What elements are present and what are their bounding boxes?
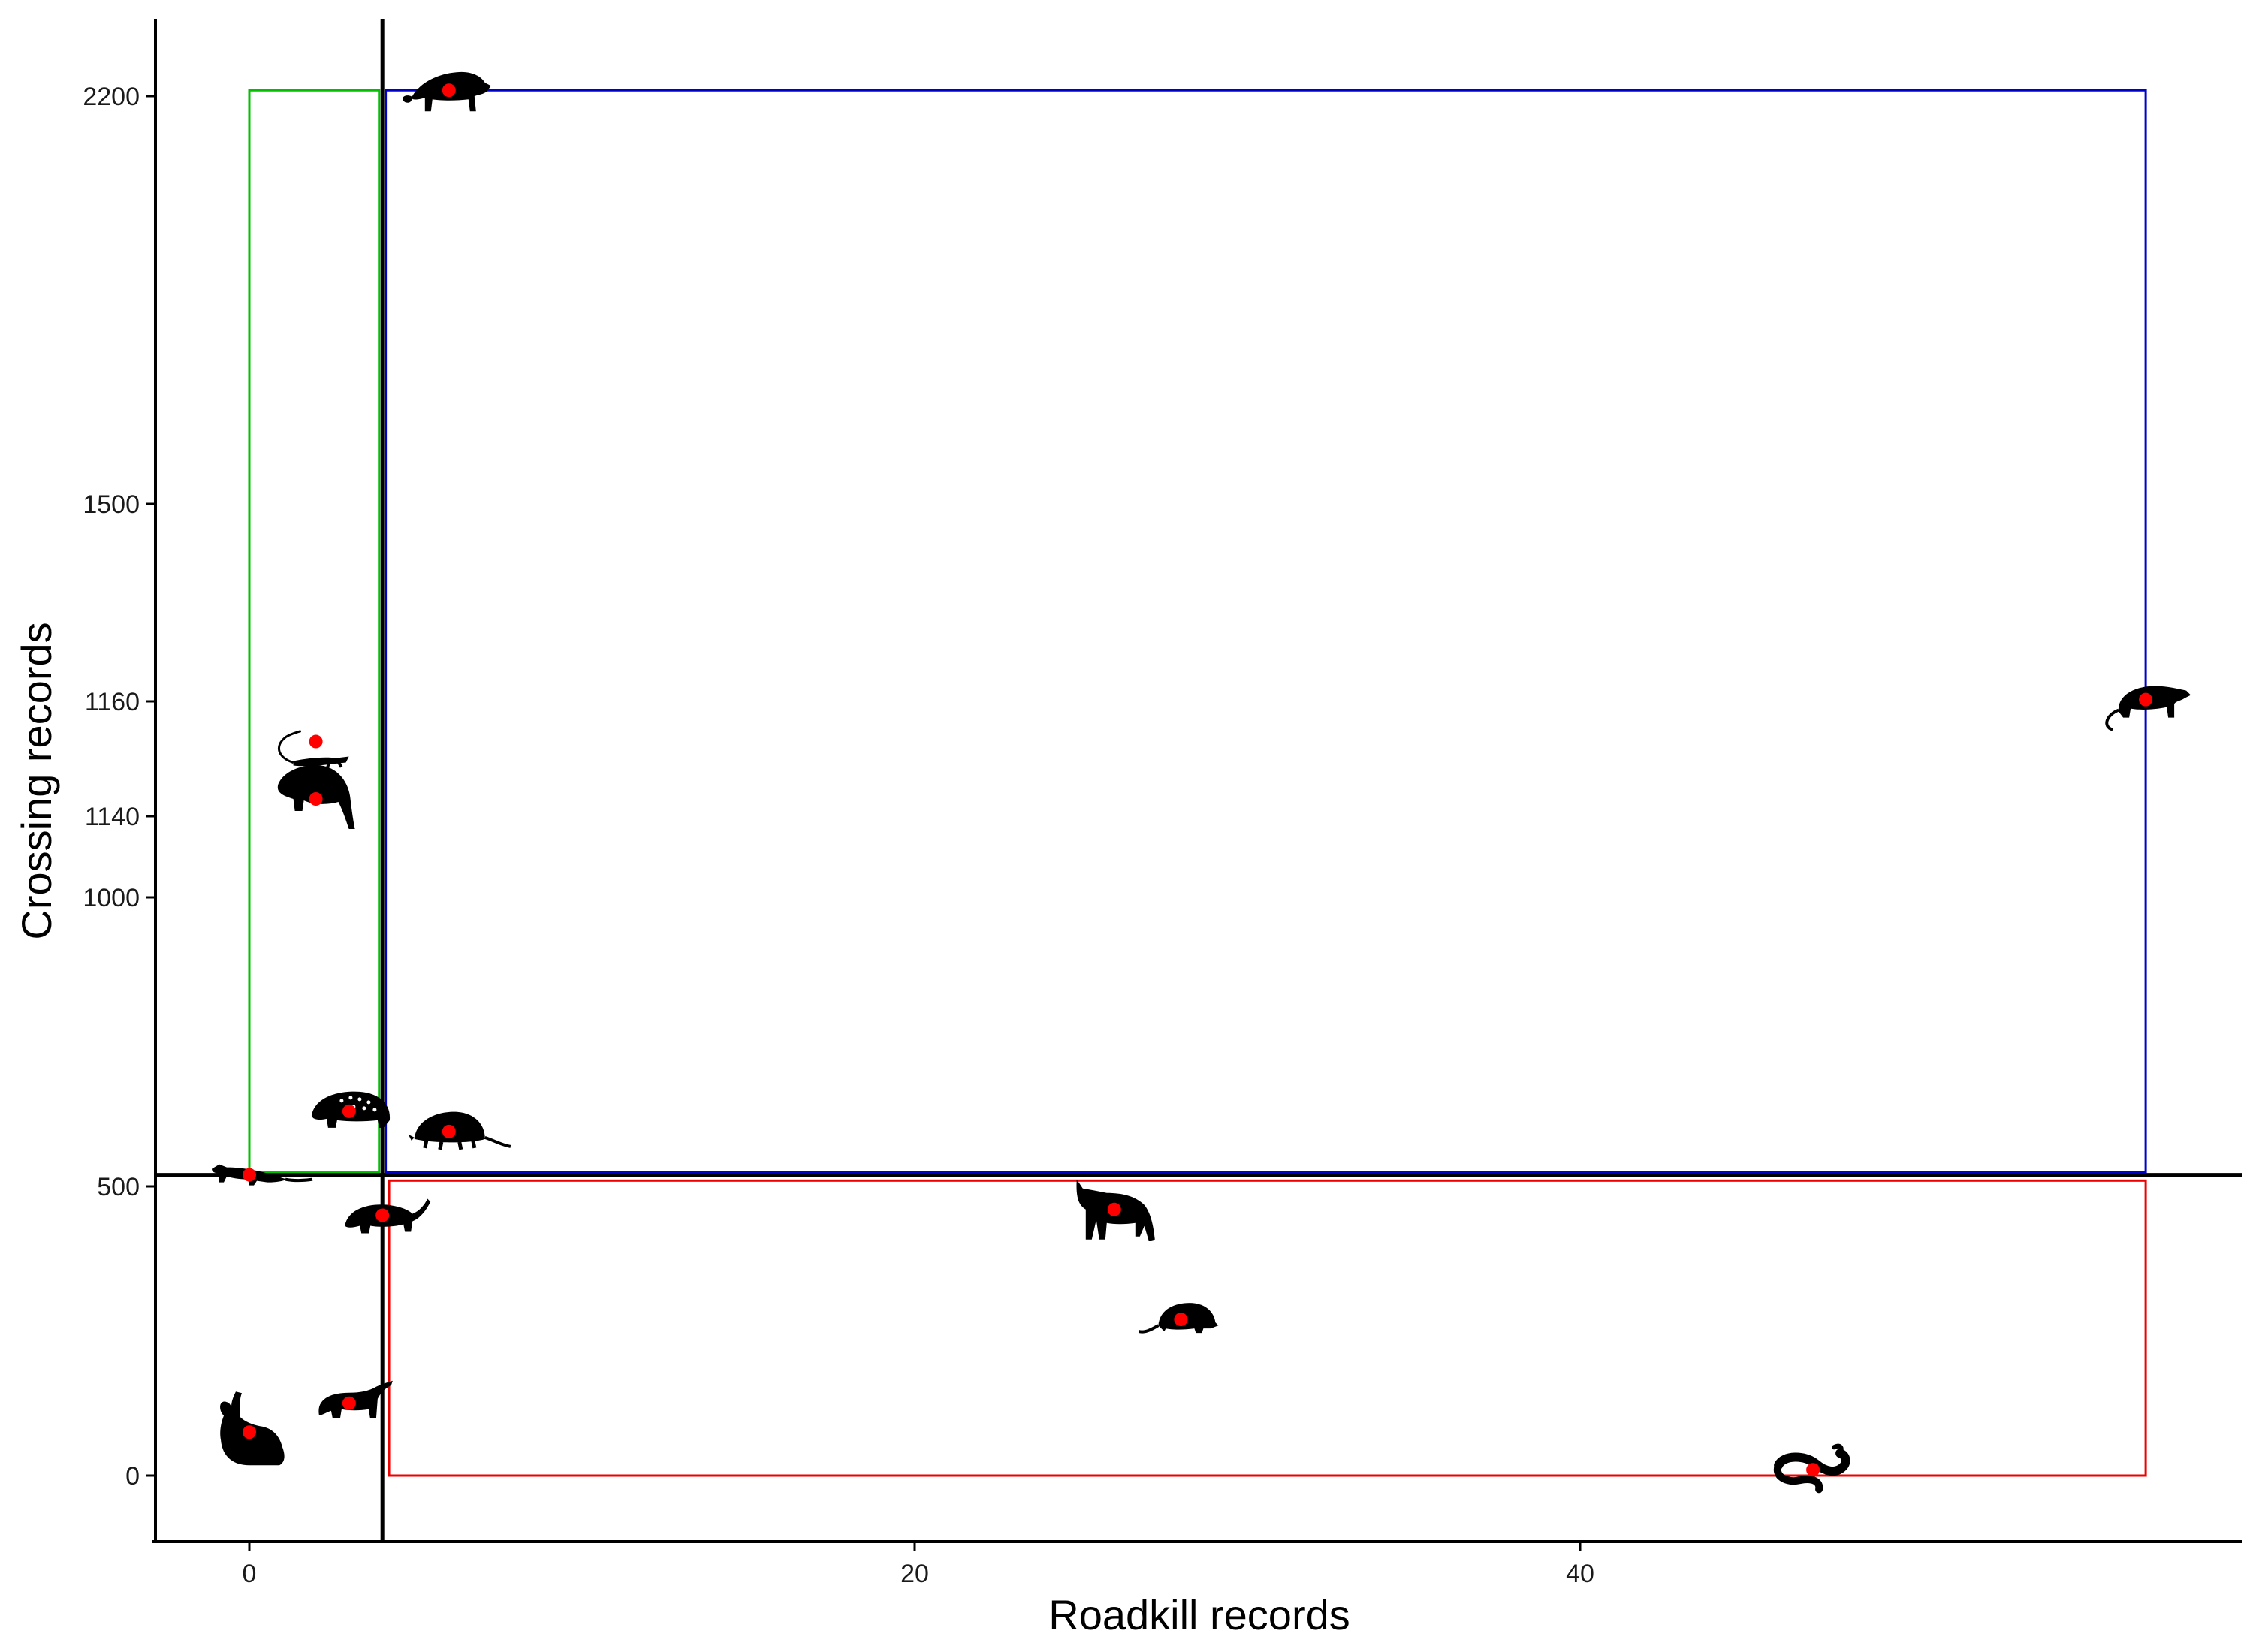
data-point-5 [342,1104,356,1118]
x-tick-label: 40 [1566,1560,1594,1588]
armadillo-silhouette-icon [408,1111,511,1150]
data-point-11 [342,1396,356,1410]
quadrant-box-2 [385,89,2147,1174]
data-point-8 [376,1208,390,1222]
y-tick-label: 1160 [85,688,140,716]
data-point-1 [442,83,456,98]
quadrant-boxes [248,89,2147,1477]
y-tick-label: 1140 [85,803,140,831]
species-icons [212,71,2191,1494]
y-tick-label: 500 [97,1173,140,1201]
axes [152,19,2242,1543]
data-points [243,83,2153,1477]
anteater-silhouette-icon [318,1380,393,1418]
x-tick-label: 0 [243,1560,257,1588]
data-point-4 [309,792,323,806]
data-point-12 [243,1425,256,1439]
data-point-10 [1174,1313,1188,1327]
y-tick-label: 0 [125,1462,140,1491]
rodent-silhouette-icon [1138,1303,1219,1334]
reference-lines [155,19,2242,1542]
y-axis-title: Crossing records [13,622,60,939]
y-tick-label: 1500 [83,490,140,519]
x-axis-title: Roadkill records [1048,1591,1350,1638]
quadrant-box-3 [388,1179,2147,1477]
x-tick-label: 20 [900,1560,929,1588]
data-point-6 [442,1124,456,1138]
data-point-2 [2139,692,2153,707]
y-tick-label: 1000 [83,884,140,912]
data-point-13 [1806,1463,1820,1477]
data-point-7 [243,1168,256,1182]
y-ticks: 0 500 1000 1140 1160 1500 2200 [83,83,155,1491]
x-ticks: 0 20 40 [243,1542,1594,1588]
quadrant-box-1 [248,89,381,1174]
data-point-3 [309,734,323,749]
opossum-silhouette-icon [2105,686,2191,731]
data-point-9 [1107,1202,1121,1216]
snake-silhouette-icon [1773,1443,1850,1494]
y-tick-label: 2200 [83,83,140,111]
